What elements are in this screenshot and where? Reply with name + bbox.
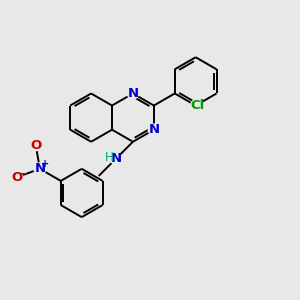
- Text: N: N: [110, 152, 122, 165]
- Circle shape: [191, 99, 204, 112]
- Circle shape: [30, 140, 41, 151]
- Circle shape: [127, 88, 139, 99]
- Text: O: O: [30, 139, 41, 152]
- Text: N: N: [148, 123, 159, 136]
- Text: −: −: [19, 169, 28, 179]
- Circle shape: [148, 124, 159, 135]
- Text: Cl: Cl: [190, 99, 204, 112]
- Text: N: N: [34, 162, 46, 175]
- Circle shape: [34, 163, 46, 175]
- Text: O: O: [12, 171, 23, 184]
- Text: H: H: [105, 151, 114, 164]
- Circle shape: [110, 153, 122, 164]
- Text: N: N: [128, 87, 139, 100]
- Circle shape: [12, 172, 23, 183]
- Text: +: +: [41, 158, 49, 169]
